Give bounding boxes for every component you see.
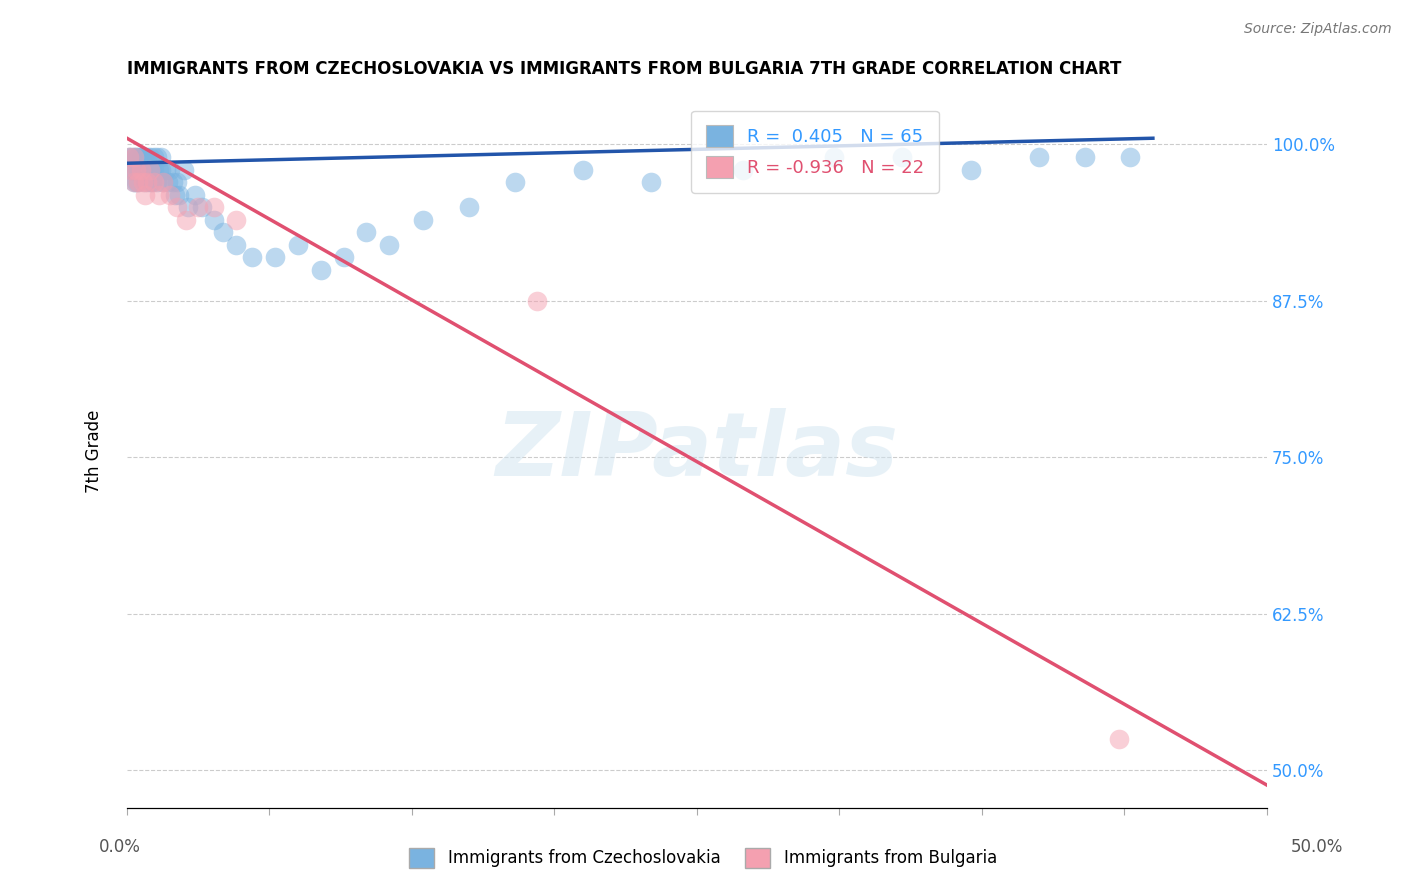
Point xyxy=(143,150,166,164)
Point xyxy=(572,162,595,177)
Point xyxy=(458,200,481,214)
Point xyxy=(959,162,981,177)
Point xyxy=(173,162,195,177)
Point xyxy=(169,187,191,202)
Point xyxy=(378,237,401,252)
Point xyxy=(127,175,149,189)
Point xyxy=(145,175,167,189)
Text: 50.0%: 50.0% xyxy=(1291,838,1343,855)
Point xyxy=(264,250,287,264)
Text: Source: ZipAtlas.com: Source: ZipAtlas.com xyxy=(1244,22,1392,37)
Point xyxy=(184,187,207,202)
Point xyxy=(132,175,155,189)
Text: ZIPatlas: ZIPatlas xyxy=(495,408,898,494)
Point xyxy=(163,187,186,202)
Y-axis label: 7th Grade: 7th Grade xyxy=(86,409,103,492)
Point xyxy=(122,150,145,164)
Point xyxy=(225,212,247,227)
Point xyxy=(309,262,332,277)
Point xyxy=(155,162,177,177)
Legend: Immigrants from Czechoslovakia, Immigrants from Bulgaria: Immigrants from Czechoslovakia, Immigran… xyxy=(402,841,1004,875)
Point xyxy=(823,150,845,164)
Point xyxy=(138,175,160,189)
Point xyxy=(148,187,170,202)
Point xyxy=(187,200,209,214)
Point xyxy=(731,162,754,177)
Point xyxy=(122,175,145,189)
Point xyxy=(125,175,148,189)
Point xyxy=(143,175,166,189)
Point xyxy=(122,162,145,177)
Point xyxy=(132,162,155,177)
Point xyxy=(127,162,149,177)
Point xyxy=(1028,150,1050,164)
Point xyxy=(125,162,148,177)
Point xyxy=(121,162,143,177)
Point xyxy=(148,162,170,177)
Point xyxy=(152,175,174,189)
Point xyxy=(891,150,914,164)
Point xyxy=(152,175,174,189)
Point xyxy=(240,250,263,264)
Point xyxy=(129,162,152,177)
Point xyxy=(121,162,143,177)
Point xyxy=(145,150,167,164)
Point xyxy=(332,250,354,264)
Text: 0.0%: 0.0% xyxy=(98,838,141,855)
Point xyxy=(177,200,200,214)
Text: IMMIGRANTS FROM CZECHOSLOVAKIA VS IMMIGRANTS FROM BULGARIA 7TH GRADE CORRELATION: IMMIGRANTS FROM CZECHOSLOVAKIA VS IMMIGR… xyxy=(127,60,1122,78)
Point xyxy=(202,200,225,214)
Point xyxy=(356,225,378,239)
Point xyxy=(166,200,188,214)
Point xyxy=(127,175,149,189)
Point xyxy=(118,150,141,164)
Point xyxy=(134,175,156,189)
Point xyxy=(125,162,148,177)
Point xyxy=(191,200,214,214)
Point xyxy=(166,175,188,189)
Point xyxy=(150,162,173,177)
Point xyxy=(156,175,179,189)
Point xyxy=(138,150,160,164)
Point xyxy=(129,150,152,164)
Point xyxy=(526,293,548,308)
Point xyxy=(127,150,149,164)
Point xyxy=(1073,150,1095,164)
Point xyxy=(503,175,526,189)
Point xyxy=(121,150,143,164)
Point xyxy=(136,150,159,164)
Point xyxy=(159,187,181,202)
Point xyxy=(174,212,197,227)
Point xyxy=(118,150,141,164)
Point xyxy=(1119,150,1142,164)
Point xyxy=(1108,731,1130,746)
Point xyxy=(159,162,181,177)
Point xyxy=(287,237,309,252)
Point xyxy=(225,237,247,252)
Point xyxy=(136,162,159,177)
Point xyxy=(132,150,155,164)
Point xyxy=(162,175,184,189)
Point xyxy=(640,175,662,189)
Point xyxy=(136,175,159,189)
Point xyxy=(143,162,166,177)
Point xyxy=(125,150,148,164)
Point xyxy=(122,175,145,189)
Point xyxy=(129,162,152,177)
Point xyxy=(122,150,145,164)
Point xyxy=(134,150,156,164)
Point xyxy=(134,187,156,202)
Legend: R =  0.405   N = 65, R = -0.936   N = 22: R = 0.405 N = 65, R = -0.936 N = 22 xyxy=(692,111,939,193)
Point xyxy=(138,162,160,177)
Point xyxy=(141,175,163,189)
Point xyxy=(202,212,225,227)
Point xyxy=(141,162,163,177)
Point xyxy=(150,150,173,164)
Point xyxy=(211,225,233,239)
Point xyxy=(412,212,434,227)
